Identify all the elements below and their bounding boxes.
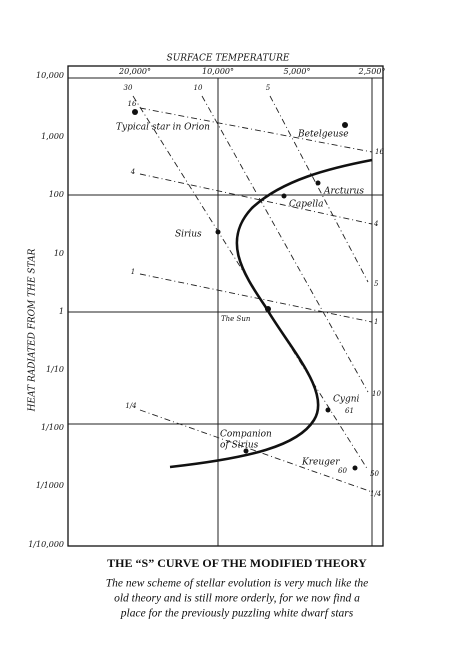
line-label: 4	[130, 168, 135, 176]
star-dot	[325, 407, 331, 413]
line-label: 50	[370, 470, 379, 478]
star-dot	[132, 109, 138, 115]
y-tick-label: 1	[59, 307, 64, 316]
star-label: Betelgeuse	[297, 130, 349, 140]
y-axis-label: HEAT RADIATED FROM THE STAR	[28, 248, 38, 412]
star-dot	[342, 122, 348, 128]
star-dot	[352, 465, 358, 471]
y-tick-label: 10,000	[36, 71, 64, 80]
star-label: of Sirius	[220, 441, 259, 451]
star-dot	[315, 180, 321, 186]
y-tick-label: 1/1000	[36, 481, 64, 490]
x-tick-label: 20,000°	[118, 67, 151, 76]
star-label: Capella	[289, 200, 323, 210]
line-label: 1/4	[125, 402, 136, 410]
line-label: 4	[373, 220, 378, 228]
star-label: Typical star in Orion	[116, 123, 210, 133]
y-tick-label: 10	[54, 249, 64, 258]
star-label: Arcturus	[323, 187, 364, 197]
line-label: 10	[372, 390, 381, 398]
line-label: 1	[131, 268, 135, 276]
dashed-line	[201, 95, 369, 393]
y-tick-label: 1/100	[41, 423, 64, 432]
star-label: The Sun	[221, 315, 251, 323]
star-label: 61	[345, 407, 354, 415]
y-tick-label: 1,000	[41, 132, 64, 141]
line-label: 1/4	[370, 490, 381, 498]
caption-text: The new scheme of stellar evolution is v…	[106, 578, 369, 590]
line-label: 1	[374, 318, 378, 326]
dashed-line	[139, 409, 373, 493]
caption-title: THE “S” CURVE OF THE MODIFIED THEORY	[107, 556, 367, 570]
line-label: 5	[266, 84, 271, 92]
line-label: 10	[194, 84, 203, 92]
star-dot	[281, 193, 287, 199]
dashed-line	[269, 95, 369, 283]
star-label: Kreuger	[301, 458, 340, 468]
star-dot	[243, 448, 249, 454]
caption-text: old theory and is still more orderly, fo…	[114, 593, 360, 605]
y-tick-label: 1/10	[46, 365, 64, 374]
x-axis-label: SURFACE TEMPERATURE	[167, 54, 290, 64]
y-tick-label: 100	[49, 190, 64, 199]
star-dot	[215, 229, 221, 235]
dashed-line	[139, 273, 373, 323]
dashed-line	[139, 107, 373, 153]
star-label: 60	[338, 467, 347, 475]
star-label: Sirius	[175, 230, 202, 240]
x-tick-label: 5,000°	[284, 67, 311, 76]
plot-frame	[67, 65, 384, 547]
line-label: 30	[124, 84, 133, 92]
line-label: 16	[375, 148, 384, 156]
star-label: Cygni	[333, 395, 360, 405]
caption-text: place for the previously puzzling white …	[120, 608, 354, 620]
y-tick-label: 1/10,000	[28, 540, 64, 549]
star-label: Companion	[220, 430, 272, 440]
x-tick-label: 10,000°	[202, 67, 234, 76]
s-curve	[169, 158, 373, 469]
line-label: 16	[128, 100, 137, 108]
star-dot	[265, 306, 271, 312]
line-label: 5	[374, 280, 379, 288]
dashed-line	[139, 173, 373, 225]
x-tick-label: 2,500°	[358, 67, 386, 76]
